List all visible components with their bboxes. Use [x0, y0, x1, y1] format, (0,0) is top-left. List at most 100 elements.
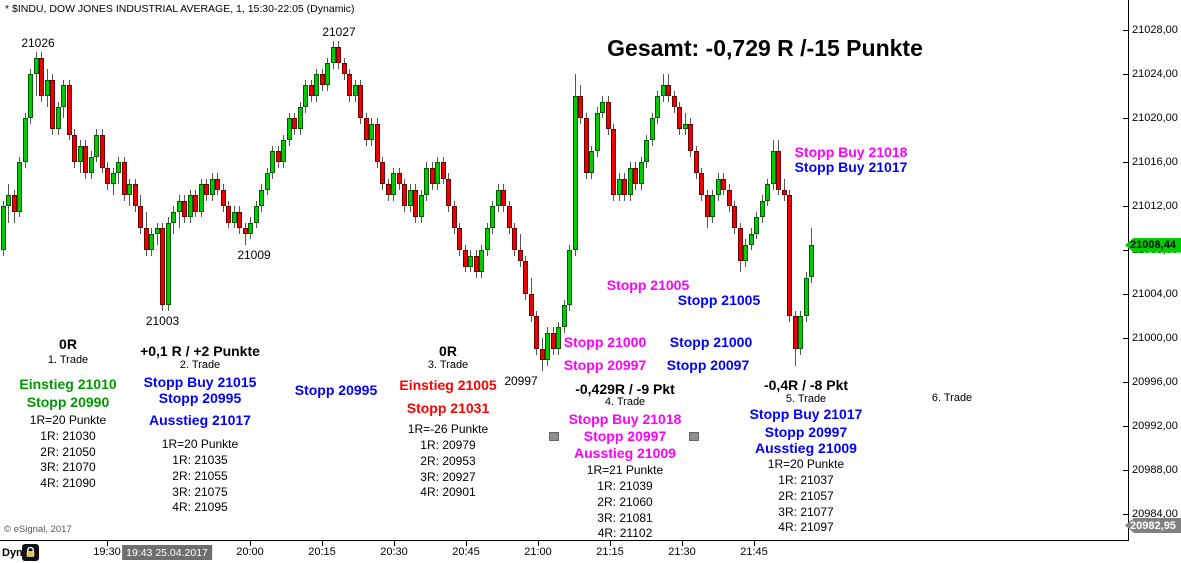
cursor-time-badge: 19:43 25.04.2017: [122, 545, 212, 560]
selection-handle[interactable]: [689, 432, 699, 441]
candle: [473, 255, 479, 272]
trade-annotation-line: 1R=20 Punkte: [767, 457, 845, 471]
time-axis-label: 20:15: [308, 546, 336, 558]
candle: [28, 74, 33, 118]
price-axis-label: 21024,00: [1132, 68, 1178, 80]
lock-icon[interactable]: [22, 544, 39, 561]
candle: [6, 195, 11, 206]
trade-annotation-line: Stopp 20990: [26, 394, 110, 410]
candle: [611, 129, 616, 195]
candle: [666, 85, 671, 96]
trade-annotation-line: 0R: [439, 343, 457, 359]
candle: [787, 195, 792, 316]
candle: [677, 107, 682, 129]
candle: [105, 167, 110, 184]
price-axis-tick: [1123, 426, 1128, 427]
trade-annotation-line: Einstieg 21005: [399, 377, 497, 393]
candle: [341, 63, 347, 74]
candle: [809, 245, 814, 278]
trade-annotation-line: 3R: 21070: [40, 460, 96, 474]
time-axis-tick: [322, 541, 323, 546]
candle: [462, 250, 468, 267]
candle: [578, 96, 583, 118]
candle: [297, 107, 303, 129]
dynamic-mode-label: Dyn: [2, 547, 23, 559]
candle: [435, 162, 440, 184]
candle: [622, 178, 627, 195]
candle: [743, 244, 748, 261]
candle: [33, 57, 39, 74]
trade-annotation-line: 2R: 21060: [597, 495, 653, 509]
candle: [88, 156, 94, 173]
candle: [308, 85, 314, 96]
candle: [792, 316, 798, 349]
candle: [275, 151, 281, 162]
candle: [534, 316, 539, 349]
price-axis-label: 21004,00: [1132, 288, 1178, 300]
stopp-buy-21018-label[interactable]: Stopp Buy 21018: [794, 144, 908, 160]
candle: [633, 167, 638, 184]
candle: [187, 195, 193, 217]
candle: [495, 189, 501, 206]
price-axis-tick: [1123, 162, 1128, 163]
price-axis-tick: [1123, 118, 1128, 119]
candle: [539, 349, 545, 360]
candle: [490, 206, 495, 228]
candle: [528, 294, 534, 316]
stopp-20097-blue-label[interactable]: Stopp 20097: [666, 357, 750, 373]
selection-handle[interactable]: [549, 432, 559, 441]
candle: [616, 178, 622, 195]
trade-annotation-line: Stopp Buy 21018: [568, 411, 682, 427]
price-axis-label: 20984,00: [1132, 508, 1178, 520]
candle: [704, 195, 710, 217]
candle: [380, 162, 385, 184]
candle: [226, 206, 231, 223]
trade-annotation-line: 2. Trade: [179, 359, 221, 371]
candle: [44, 79, 50, 96]
stopp-20995-label[interactable]: Stopp 20995: [294, 382, 378, 398]
time-axis-label: 21:15: [596, 546, 624, 558]
trade-annotation-line: -0,429R / -9 Pkt: [575, 381, 675, 397]
stopp-21005-magenta-label[interactable]: Stopp 21005: [606, 277, 690, 293]
time-axis-line: [0, 540, 1129, 541]
candle: [352, 85, 358, 96]
trade-annotation-line: 2R: 20953: [420, 454, 476, 468]
candle: [77, 145, 83, 162]
price-mark-label: 21026: [21, 36, 55, 50]
candle: [506, 206, 512, 228]
price-axis-tick: [1123, 382, 1128, 383]
candle: [347, 74, 352, 96]
trade-annotation-line: 1R=20 Punkte: [161, 437, 239, 451]
time-axis-tick: [394, 541, 395, 546]
candle: [627, 167, 633, 195]
candle: [303, 85, 308, 107]
candle: [165, 222, 171, 305]
trade-annotation-line: 2R: 21057: [778, 489, 834, 503]
trade-annotation-line: 1R: 21039: [597, 479, 653, 493]
candle: [451, 206, 457, 228]
price-axis-tick: [1123, 206, 1128, 207]
time-axis-tick: [107, 541, 108, 546]
candle: [83, 145, 88, 173]
trade-annotation-line: Ausstieg 21009: [574, 445, 676, 461]
candle: [561, 305, 567, 327]
trade-annotation-line: Stopp 20997: [764, 424, 848, 440]
candlestick-chart-area[interactable]: [0, 0, 1128, 540]
price-axis-line: [1128, 0, 1129, 541]
candle: [484, 228, 490, 250]
candle: [776, 151, 781, 190]
candle: [231, 211, 237, 223]
candle: [72, 134, 77, 162]
stopp-21005-blue-label[interactable]: Stopp 21005: [677, 292, 761, 308]
stopp-21000-blue-label[interactable]: Stopp 21000: [669, 334, 753, 350]
stopp-20997-magenta-label[interactable]: Stopp 20997: [563, 357, 647, 373]
candle: [803, 277, 809, 316]
candle: [11, 195, 17, 212]
candle: [600, 101, 605, 113]
candle: [715, 178, 721, 195]
candle: [688, 123, 693, 151]
candle: [248, 222, 253, 234]
stopp-buy-21017-label[interactable]: Stopp Buy 21017: [794, 159, 908, 175]
stopp-21000-magenta-label[interactable]: Stopp 21000: [563, 334, 647, 350]
